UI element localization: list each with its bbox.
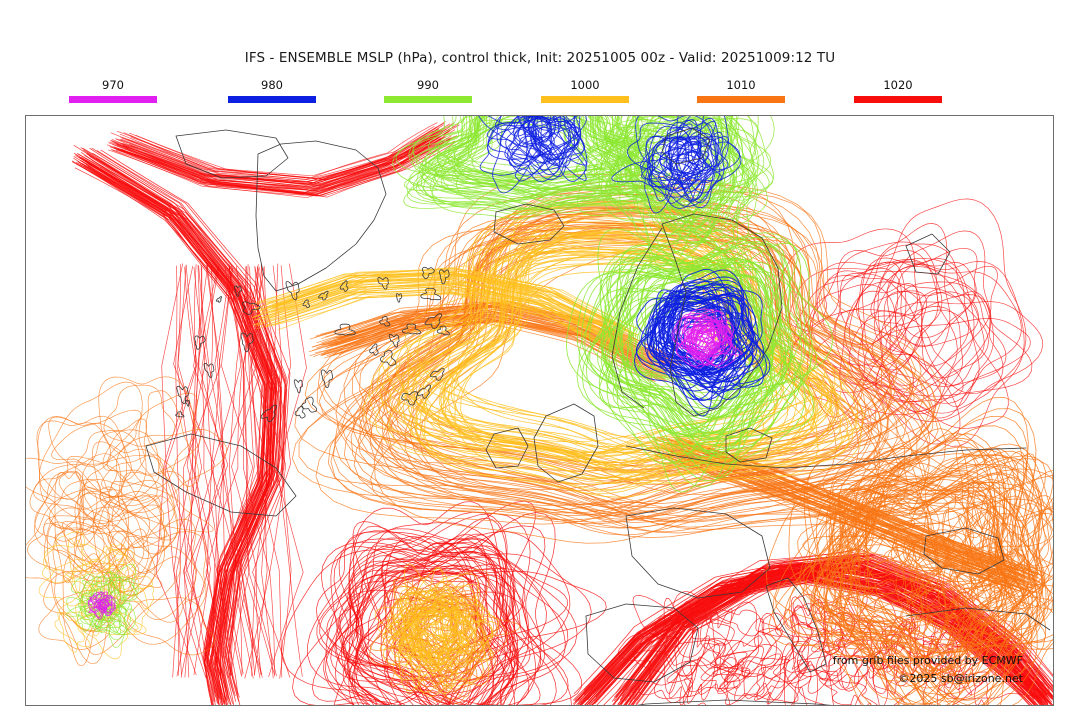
chart-title: IFS - ENSEMBLE MSLP (hPa), control thick… [244, 50, 836, 66]
legend-item-980: 980 [202, 78, 342, 103]
map-panel[interactable]: from grib files provided by ECMWF ©2025 … [25, 115, 1054, 706]
legend-item-1010: 1010 [671, 78, 811, 103]
legend-swatch-1000 [541, 96, 629, 103]
contour-layer [26, 116, 1053, 705]
legend-item-990: 990 [358, 78, 498, 103]
legend-item-1020: 1020 [828, 78, 968, 103]
legend-swatch-1010 [697, 96, 785, 103]
legend-label-1010: 1010 [726, 78, 756, 92]
legend-swatch-1020 [854, 96, 942, 103]
credit-source: from grib files provided by ECMWF [832, 654, 1023, 667]
legend-label-990: 990 [417, 78, 439, 92]
legend-label-1020: 1020 [883, 78, 913, 92]
legend-swatch-980 [228, 96, 316, 103]
legend-label-1000: 1000 [570, 78, 600, 92]
coastline-layer [145, 127, 1051, 705]
legend-swatch-970 [69, 96, 157, 103]
legend-item-1000: 1000 [515, 78, 655, 103]
spaghetti-contour-plot [26, 116, 1053, 705]
legend-swatch-990 [384, 96, 472, 103]
legend-label-980: 980 [261, 78, 283, 92]
legend-label-970: 970 [102, 78, 124, 92]
legend-item-970: 970 [43, 78, 183, 103]
credit-copyright: ©2025 sb@irizone.net [898, 672, 1023, 685]
pressure-legend: 970 980 990 1000 1010 1020 [25, 78, 1055, 110]
